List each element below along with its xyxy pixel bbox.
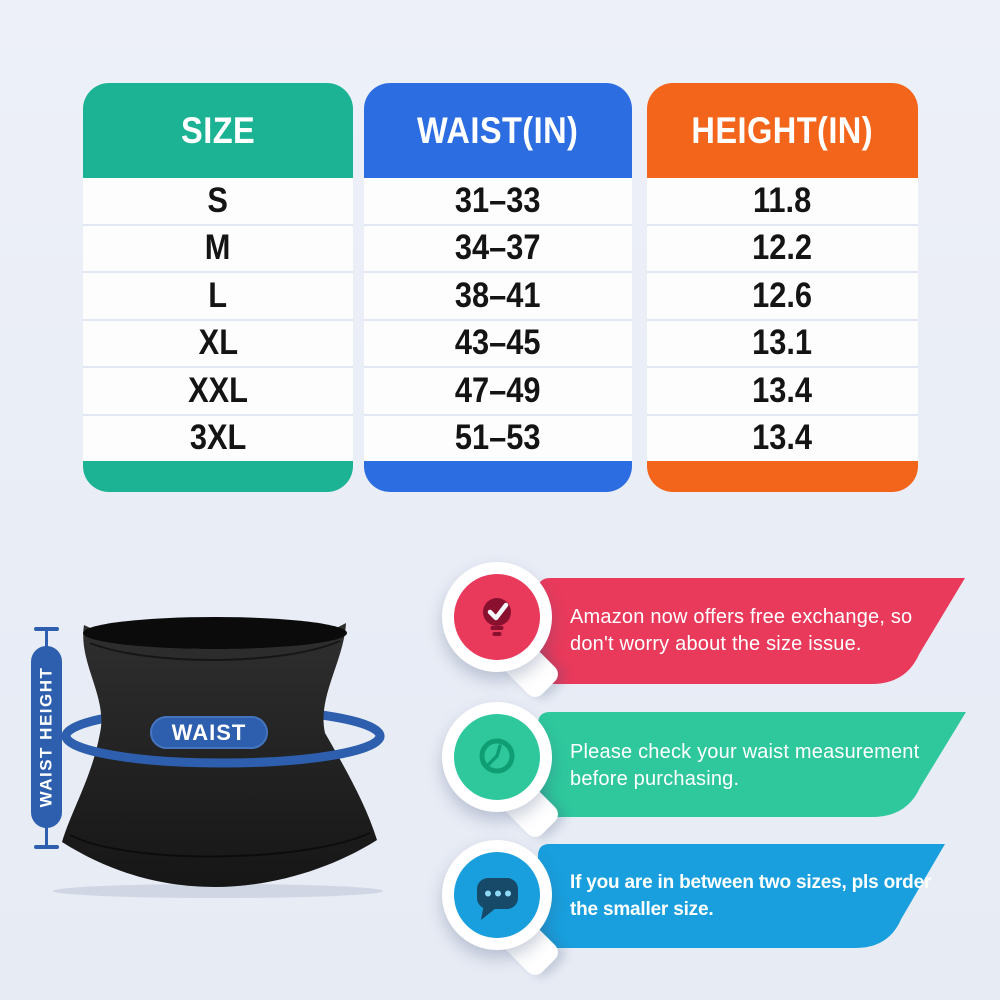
clock-ring <box>479 738 515 774</box>
size-column: SIZE S M L XL XXL 3XL <box>83 83 353 492</box>
waist-trainer-body <box>62 623 377 887</box>
chat-bubble-tail <box>481 904 496 920</box>
callout-ribbon <box>538 578 965 684</box>
bulb-base-1 <box>490 626 504 630</box>
callout-line2: the smaller size. <box>570 899 714 920</box>
waist-column: WAIST(IN) 31–33 34–37 38–41 43–45 47–49 … <box>364 83 632 492</box>
cell-text: 13.4 <box>752 370 813 410</box>
bulb-base-2 <box>492 632 502 636</box>
bulb-glass <box>483 598 511 626</box>
cell-text: 13.4 <box>752 418 813 458</box>
chat-dot <box>495 890 501 897</box>
top-stitch-line <box>89 640 341 661</box>
cell-text: 12.2 <box>752 228 813 268</box>
table-cell: M <box>83 226 353 273</box>
callout-text: Please check your waist measurement befo… <box>570 739 919 793</box>
cell-text: 43–45 <box>455 323 541 363</box>
size-column-header-text: SIZE <box>180 109 256 151</box>
height-column-header-text: HEIGHT(IN) <box>691 109 874 151</box>
lightbulb-check-icon <box>454 574 540 660</box>
callout-ribbon <box>538 712 966 817</box>
table-cell: 51–53 <box>364 416 632 462</box>
waist-column-header: WAIST(IN) <box>364 83 632 178</box>
waist-height-label-text: WAIST HEIGHT <box>36 666 56 808</box>
cell-text: 3XL <box>189 418 247 458</box>
waist-measure-ellipse-front <box>61 731 385 768</box>
ribbon-shape <box>538 578 965 684</box>
callout-line1: Amazon now offers free exchange, so <box>570 606 913 628</box>
table-cell: 38–41 <box>364 273 632 321</box>
size-column-cells: S M L XL XXL 3XL <box>83 178 353 461</box>
table-cell: 12.2 <box>647 226 918 273</box>
ground-shadow <box>53 884 383 898</box>
waist-label-pill: WAIST <box>150 716 268 749</box>
cell-text: 13.1 <box>752 323 813 363</box>
callout-ribbon <box>538 844 945 948</box>
table-cell: 3XL <box>83 416 353 462</box>
waist-height-pill: WAIST HEIGHT <box>31 646 62 828</box>
table-cell: 31–33 <box>364 178 632 226</box>
clock-icon <box>454 714 540 800</box>
table-cell: 12.6 <box>647 273 918 321</box>
cell-text: 51–53 <box>455 418 541 458</box>
size-column-footer-bar <box>83 461 353 492</box>
badge-ring <box>442 702 552 812</box>
table-cell: 13.4 <box>647 416 918 462</box>
table-cell: 43–45 <box>364 321 632 368</box>
waist-height-measure: WAIST HEIGHT <box>29 622 65 854</box>
measure-cap-bottom <box>34 845 59 849</box>
table-cell: 11.8 <box>647 178 918 226</box>
cell-text: XL <box>198 323 238 363</box>
cell-text: L <box>208 275 228 315</box>
checkmark <box>487 602 509 621</box>
cell-text: M <box>205 228 231 268</box>
chat-dot <box>505 890 511 897</box>
cell-text: XXL <box>188 370 248 410</box>
table-cell: XL <box>83 321 353 368</box>
chat-dot <box>485 890 491 897</box>
badge-ring <box>442 562 552 672</box>
cell-text: 38–41 <box>455 275 541 315</box>
cell-text: 47–49 <box>455 370 541 410</box>
waist-label-text: WAIST <box>171 719 247 745</box>
waist-column-cells: 31–33 34–37 38–41 43–45 47–49 51–53 <box>364 178 632 461</box>
callout-line2: before purchasing. <box>570 768 740 790</box>
chat-dots-icon <box>454 852 540 938</box>
cell-text: 31–33 <box>455 180 541 220</box>
callout-text: If you are in between two sizes, pls ord… <box>570 869 931 923</box>
height-column-header: HEIGHT(IN) <box>647 83 918 178</box>
cell-text: S <box>207 180 229 220</box>
height-column-footer-bar <box>647 461 918 492</box>
table-cell: L <box>83 273 353 321</box>
bottom-stitch-line <box>69 832 371 858</box>
callout-line1: If you are in between two sizes, pls ord… <box>570 872 932 893</box>
clock-hands <box>487 744 502 766</box>
callout-text: Amazon now offers free exchange, so don'… <box>570 604 912 658</box>
cell-text: 11.8 <box>753 180 812 220</box>
table-cell: 13.1 <box>647 321 918 368</box>
measure-cap-top <box>34 627 59 631</box>
table-cell: 34–37 <box>364 226 632 273</box>
waist-column-footer-bar <box>364 461 632 492</box>
ribbon-shape <box>538 712 966 817</box>
height-column-cells: 11.8 12.2 12.6 13.1 13.4 13.4 <box>647 178 918 461</box>
waist-column-header-text: WAIST(IN) <box>417 109 579 151</box>
table-cell: XXL <box>83 368 353 416</box>
callout-line2: don't worry about the size issue. <box>570 633 862 655</box>
badge-ring <box>442 840 552 950</box>
waist-trainer-illustration <box>53 617 385 898</box>
table-cell: 47–49 <box>364 368 632 416</box>
ribbon-shape <box>538 844 945 948</box>
height-column: HEIGHT(IN) 11.8 12.2 12.6 13.1 13.4 13.4 <box>647 83 918 492</box>
table-cell: 13.4 <box>647 368 918 416</box>
size-column-header: SIZE <box>83 83 353 178</box>
callout-line1: Please check your waist measurement <box>570 741 920 763</box>
size-chart-table: SIZE S M L XL XXL 3XL WAIST(IN) 31–33 34… <box>83 83 918 492</box>
cell-text: 12.6 <box>752 275 813 315</box>
trainer-top-opening <box>83 617 347 649</box>
table-cell: S <box>83 178 353 226</box>
cell-text: 34–37 <box>455 228 541 268</box>
